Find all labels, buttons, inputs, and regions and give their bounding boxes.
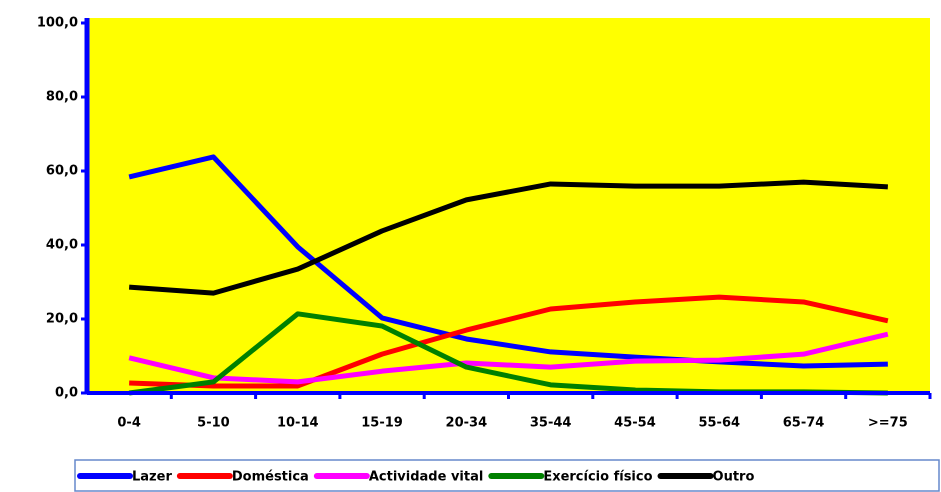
x-tick-label: >=75 [868,416,908,431]
x-tick-label: 0-4 [117,416,141,431]
y-tick-label: 0,0 [55,386,78,401]
y-tick-label: 60,0 [46,164,78,179]
y-tick-label: 20,0 [46,312,78,327]
legend-label: Exercício físico [543,470,652,485]
x-tick-label: 10-14 [277,416,319,431]
x-tick-label: 15-19 [361,416,403,431]
legend-label: Outro [713,470,755,485]
series-line [128,331,889,385]
legend-label: Lazer [132,470,172,485]
x-tick-label: 35-44 [530,416,572,431]
x-tick-label: 65-74 [783,416,825,431]
series-line [128,154,888,369]
y-tick-label: 40,0 [46,238,78,253]
y-tick-label: 100,0 [37,16,78,31]
x-tick-label: 5-10 [197,416,230,431]
series-line [129,294,889,389]
x-tick-label: 20-34 [446,416,488,431]
series-line [128,179,888,296]
plot-area [87,18,930,393]
legend-label: Actividade vital [369,470,483,485]
legend-label: Doméstica [232,470,309,485]
y-tick-label: 80,0 [46,90,78,105]
x-tick-label: 55-64 [698,416,740,431]
x-tick-label: 45-54 [614,416,656,431]
